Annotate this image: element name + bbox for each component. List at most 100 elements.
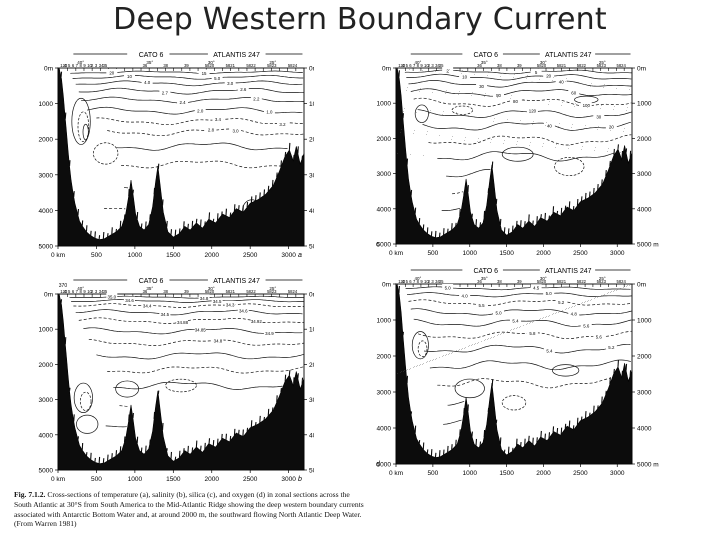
station-label: 5822 <box>246 63 256 68</box>
cruise-right-label: ATLANTIS 247 <box>213 278 260 285</box>
station-label: 39 <box>517 279 522 284</box>
station-label: 5823 <box>267 63 277 68</box>
depth-tick-label: 4000 <box>39 208 54 215</box>
station-label: 5821 <box>226 289 236 294</box>
contour-label: 5.2 <box>558 300 565 305</box>
contour-loop <box>411 331 429 360</box>
contour-label: 34.5 <box>213 299 222 304</box>
distance-tick-label: 2000 <box>536 250 551 257</box>
distance-tick-label: 2500 <box>243 476 258 483</box>
depth-tick-label: 2000 <box>39 362 54 369</box>
contour-line <box>119 405 130 407</box>
distance-tick-label: 2000 <box>205 476 220 483</box>
contour-label: 4.0 <box>462 293 469 298</box>
depth-tick-label: 5000 <box>39 244 54 251</box>
station-label: 3 <box>95 63 98 68</box>
station-label: 10 <box>424 279 429 284</box>
depth-axis-right: 0m 1000 2000 3000 4000 5000 m <box>632 282 659 469</box>
depth-tick-label-right: 2000 <box>309 362 314 369</box>
cruise-left-label: CATO 6 <box>139 278 164 285</box>
panel-silica: CATO 6 ATLANTIS 247 40° 35° 30° 25° 123 4 5 6 7 8 9 1… <box>366 46 666 258</box>
lon-tick-label: 40° <box>77 60 84 65</box>
depth-tick-label: 3000 <box>377 171 392 178</box>
station-label: 38 <box>163 289 168 294</box>
contour-line <box>429 359 631 371</box>
panel-letter: a <box>298 252 302 259</box>
depth-tick-label: 4000 <box>39 432 54 439</box>
contour-label: 5.0 <box>214 76 221 81</box>
contour-label: 30 <box>596 115 601 120</box>
station-label: 6 <box>72 63 75 68</box>
station-label: 35 <box>103 289 108 294</box>
contour-line <box>72 74 304 80</box>
station-label: 5 <box>406 279 409 284</box>
contour-label: 15 <box>202 71 207 76</box>
station-label: 39 <box>517 63 522 68</box>
depth-tick-label-right: 0m <box>309 292 314 299</box>
contour-label: 60 <box>571 90 576 95</box>
contour-label: 2.6 <box>240 87 247 92</box>
depth-tick-label: 5000 <box>377 242 392 249</box>
contour-loop <box>451 105 474 115</box>
station-label: 7 <box>413 279 416 284</box>
contour-label: 2 <box>446 68 449 73</box>
depth-tick-label-right: 5000 m <box>637 462 659 469</box>
contour-label: 1.0 <box>266 109 273 114</box>
contour-line <box>71 299 304 303</box>
station-label: 9 <box>420 63 423 68</box>
station-label: 10 <box>87 63 92 68</box>
distance-tick-label: 3000 <box>281 252 296 259</box>
contour-loop <box>71 97 91 145</box>
contour-loop <box>93 142 119 165</box>
panel-letter: b <box>298 476 302 483</box>
depth-axis: 0m 1000 2000 3000 4000 5000 <box>39 66 58 251</box>
lon-tick-label: 35° <box>481 60 488 65</box>
contour-line <box>73 303 305 308</box>
contour-line <box>413 97 632 107</box>
station-label: 5821 <box>226 63 236 68</box>
contour-loop <box>82 123 89 141</box>
depth-tick-label: 5000 <box>39 468 54 475</box>
contour-label: 5.5 <box>478 303 485 308</box>
contour-lines: 5.0 4.5 4.0 5.0 5.5 5.2 5.0 4.8 5.4 5.6 5.8 5.6 5.4 5… <box>405 283 633 425</box>
contour-label: 3.2 <box>279 122 286 127</box>
depth-tick-label: 0m <box>44 292 53 299</box>
contour-label: 80 <box>513 99 518 104</box>
contour-label: 10 <box>462 75 467 80</box>
depth-tick-label-right: 5000 m <box>309 468 314 475</box>
distance-tick-label: 2000 <box>205 252 220 259</box>
station-label: 5823 <box>597 279 607 284</box>
contour-label: 34.5 <box>161 312 170 317</box>
contour-line <box>406 73 632 81</box>
caption-label: Fig. 7.1.2. <box>14 490 46 499</box>
station-label: 8 <box>80 63 83 68</box>
station-label: 36 <box>143 289 148 294</box>
station-label: 5820 <box>537 63 547 68</box>
station-label: 123 <box>60 289 68 294</box>
contour-line <box>78 87 304 95</box>
distance-tick-label: 500 <box>91 252 102 259</box>
contour-label: 4.8 <box>571 312 578 317</box>
distance-tick-label: 500 <box>91 476 102 483</box>
contour-label: 2.0 <box>197 109 204 114</box>
contour-label: 2.4 <box>179 100 186 105</box>
depth-tick-label: 0m <box>44 66 53 73</box>
contour-label: 34.6 <box>239 309 248 314</box>
seafloor-texture <box>398 285 632 458</box>
station-label: 6 <box>409 63 412 68</box>
depth-tick-label-right: 1000 <box>637 318 652 325</box>
contour-loop <box>414 104 429 123</box>
figure-caption: Fig. 7.1.2. Cross-sections of temperatur… <box>14 490 364 529</box>
contour-line <box>116 142 288 151</box>
contour-line <box>422 121 631 131</box>
cruise-left-label: CATO 6 <box>473 268 498 275</box>
depth-tick-label: 3000 <box>39 397 54 404</box>
panel-letter: c <box>376 241 380 248</box>
station-label: 39 <box>184 289 189 294</box>
contour-label: 100 <box>583 103 591 108</box>
contour-line <box>78 317 304 324</box>
station-label: 38 <box>163 63 168 68</box>
panel-letter: d <box>376 461 381 468</box>
distance-tick-label: 1500 <box>499 250 514 257</box>
station-label: 9 <box>83 289 86 294</box>
